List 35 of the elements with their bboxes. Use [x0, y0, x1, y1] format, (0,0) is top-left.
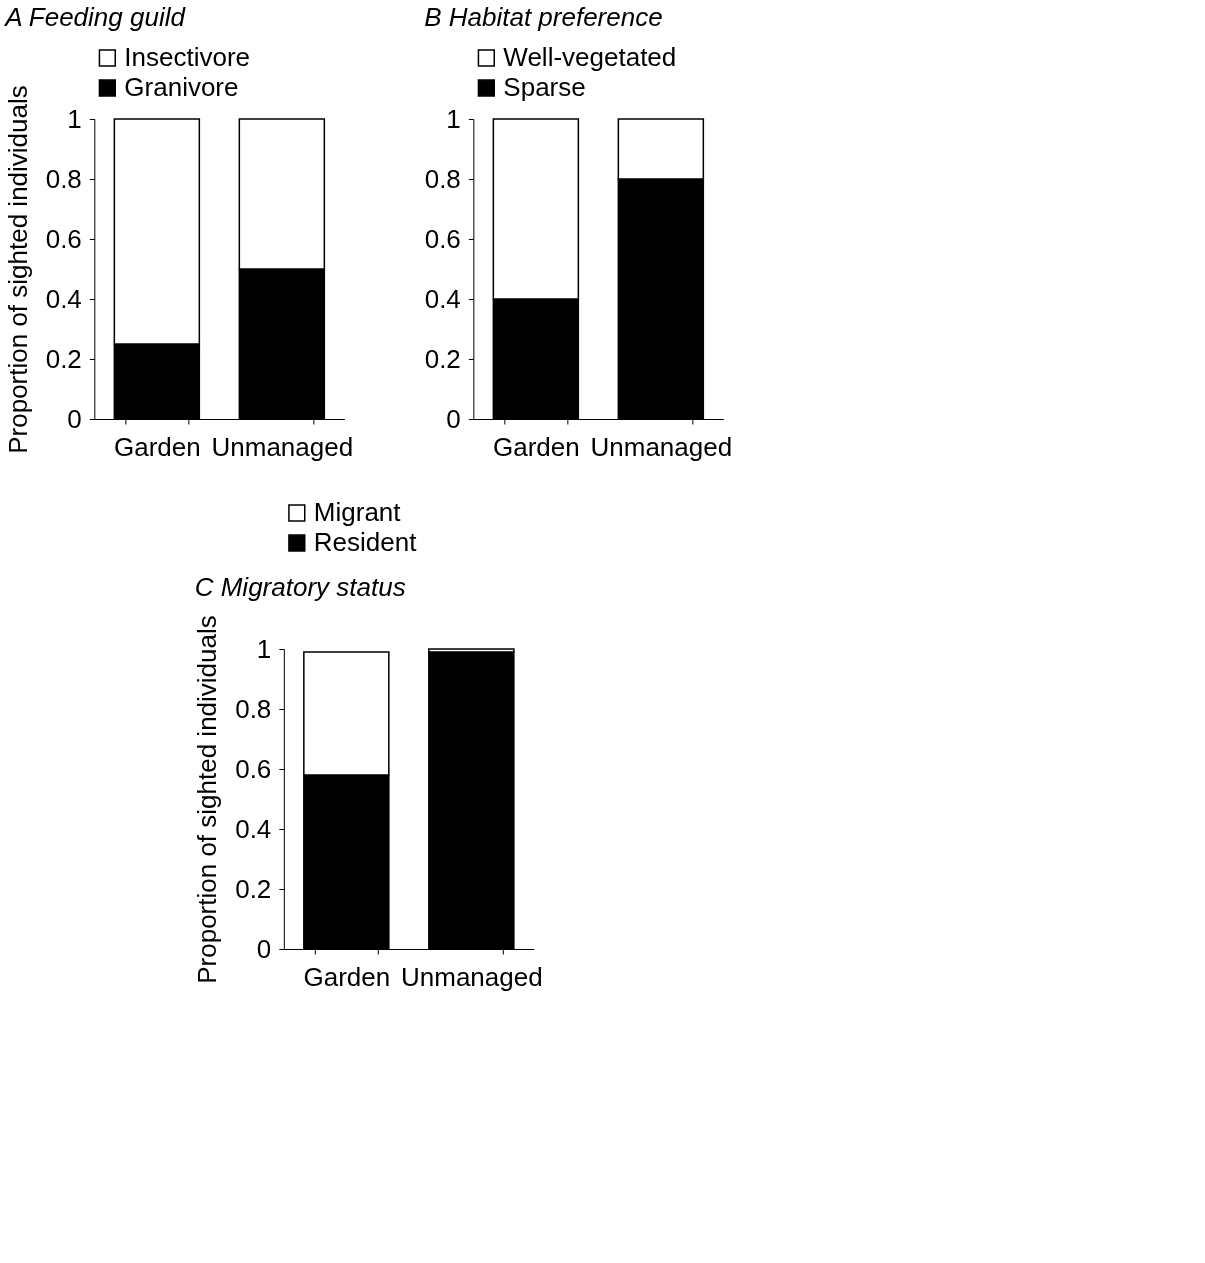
legend-label: Migrant: [313, 497, 402, 527]
y-tick-label: 0: [256, 933, 272, 964]
legend-label: Granivore: [124, 72, 239, 102]
y-tick-label: 0.4: [45, 283, 82, 314]
y-tick-label: 0.2: [424, 343, 461, 374]
y-tick-label: 0.4: [424, 283, 461, 314]
y-tick-label: 1: [446, 103, 461, 134]
x-tick-label: Unmanaged: [211, 431, 354, 462]
y-tick-label: 0.6: [45, 223, 82, 254]
chart-title: A Feeding guild: [3, 2, 187, 32]
y-tick-label: 1: [67, 103, 82, 134]
y-tick-label: 0.6: [424, 223, 461, 254]
y-tick-label: 0.8: [235, 693, 272, 724]
y-tick-label: 0.8: [45, 163, 82, 194]
y-tick-label: 0.8: [424, 163, 461, 194]
x-tick-label: Garden: [113, 431, 201, 462]
legend-label: Insectivore: [124, 42, 251, 72]
x-tick-label: Unmanaged: [401, 961, 543, 992]
y-tick-label: 1: [256, 633, 272, 664]
legend-label: Resident: [313, 527, 418, 557]
legend-label: Well-vegetated: [503, 42, 677, 72]
legend-label: Sparse: [503, 72, 586, 102]
y-tick-label: 0.6: [235, 753, 272, 784]
y-axis-title: Proportion of sighted individuals: [192, 615, 223, 984]
y-axis-title: Proportion of sighted individuals: [2, 85, 33, 454]
y-tick-label: 0: [67, 403, 82, 434]
x-tick-label: Garden: [303, 961, 391, 992]
y-tick-label: 0.2: [235, 873, 272, 904]
y-tick-label: 0.4: [235, 813, 272, 844]
x-tick-label: Garden: [492, 431, 580, 462]
y-tick-label: 0.2: [45, 343, 82, 374]
x-tick-label: Unmanaged: [590, 431, 733, 462]
y-tick-label: 0: [446, 403, 461, 434]
chart-title: C Migratory status: [194, 571, 406, 602]
chart-title: B Habitat preference: [424, 2, 663, 32]
